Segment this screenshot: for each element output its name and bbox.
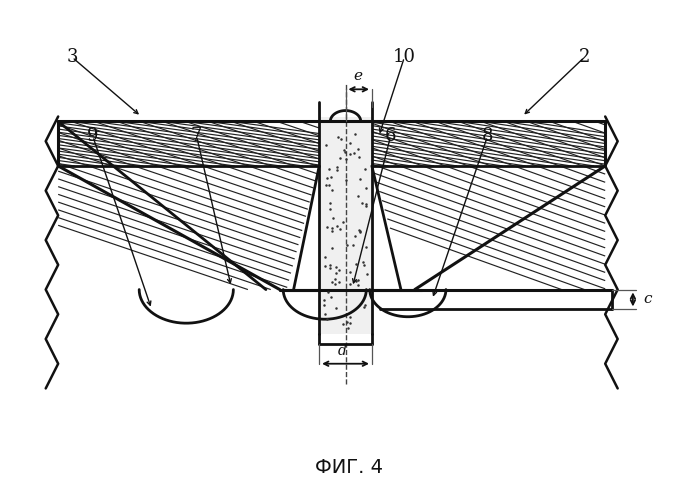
Point: [356, 199, 367, 207]
Point: [331, 263, 342, 271]
Point: [359, 302, 371, 310]
Point: [323, 166, 334, 173]
Point: [320, 141, 332, 149]
Point: [326, 172, 337, 180]
Point: [349, 232, 360, 239]
Point: [320, 181, 332, 189]
Point: [352, 281, 364, 289]
Point: [361, 200, 372, 208]
Point: [330, 276, 341, 283]
Polygon shape: [58, 122, 319, 290]
Point: [338, 146, 349, 154]
Point: [357, 258, 369, 266]
Point: [340, 148, 351, 156]
Point: [324, 204, 335, 212]
Text: ФИГ. 4: ФИГ. 4: [315, 458, 383, 477]
Point: [322, 222, 333, 230]
Polygon shape: [58, 122, 605, 166]
Point: [352, 192, 363, 200]
Point: [332, 133, 343, 141]
Point: [341, 176, 352, 184]
Point: [334, 278, 345, 286]
Point: [334, 266, 345, 274]
Point: [360, 202, 371, 210]
Point: [355, 174, 366, 182]
Point: [361, 184, 372, 192]
Text: e: e: [353, 70, 362, 84]
Point: [329, 280, 341, 288]
Point: [350, 260, 362, 268]
Point: [342, 318, 353, 326]
Point: [341, 240, 352, 248]
Point: [348, 148, 359, 156]
Point: [324, 199, 335, 207]
Point: [319, 302, 330, 310]
Point: [355, 227, 366, 235]
Point: [327, 186, 338, 194]
Point: [344, 150, 355, 158]
Text: d: d: [338, 344, 346, 358]
Point: [331, 304, 342, 312]
Point: [342, 324, 353, 332]
Point: [360, 166, 371, 173]
Point: [354, 153, 365, 161]
Point: [321, 315, 332, 323]
Point: [337, 218, 348, 226]
Point: [323, 181, 334, 189]
Text: 7: 7: [191, 128, 202, 146]
Point: [359, 261, 370, 269]
Point: [334, 154, 346, 162]
Text: 6: 6: [385, 128, 396, 146]
Text: c: c: [644, 292, 652, 306]
Point: [347, 240, 358, 248]
Point: [321, 174, 332, 182]
Point: [322, 288, 333, 296]
Point: [326, 224, 337, 232]
Point: [318, 296, 329, 304]
Text: 9: 9: [87, 128, 98, 146]
Point: [354, 228, 365, 236]
Point: [358, 304, 369, 312]
Text: 10: 10: [393, 48, 416, 66]
Point: [350, 277, 362, 285]
Point: [327, 244, 338, 252]
Point: [352, 276, 364, 284]
Point: [325, 293, 336, 301]
Text: 2: 2: [579, 48, 590, 66]
Point: [337, 320, 348, 328]
Point: [332, 166, 343, 174]
Polygon shape: [319, 116, 372, 334]
Point: [344, 138, 355, 146]
Point: [334, 224, 346, 232]
Point: [325, 261, 336, 269]
Point: [326, 228, 337, 235]
Point: [319, 262, 330, 270]
Point: [344, 312, 355, 320]
Point: [320, 253, 331, 261]
Point: [362, 270, 373, 278]
Text: 8: 8: [482, 128, 493, 146]
Point: [320, 310, 331, 318]
Point: [332, 222, 343, 230]
Point: [330, 269, 341, 277]
Point: [352, 146, 363, 154]
Point: [327, 278, 338, 285]
Point: [325, 264, 336, 272]
Point: [344, 280, 355, 288]
Point: [353, 226, 364, 234]
Point: [345, 319, 356, 327]
Point: [327, 214, 339, 222]
Point: [341, 155, 352, 163]
Point: [332, 164, 343, 172]
Text: 3: 3: [66, 48, 77, 66]
Point: [349, 130, 360, 138]
Point: [335, 135, 346, 143]
Point: [345, 268, 356, 276]
Point: [361, 242, 372, 250]
